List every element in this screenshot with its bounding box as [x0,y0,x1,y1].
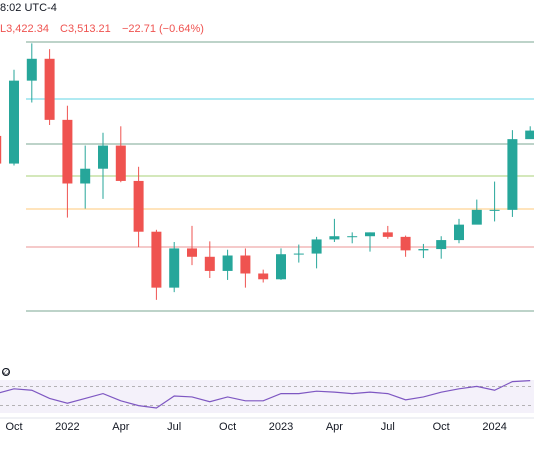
header-low: L3,422.34 [0,23,49,35]
candle-body [133,180,144,232]
candle-body [115,145,126,181]
candle-body [62,119,73,184]
candle-body [276,254,286,280]
candle-body [98,145,108,169]
candle-body [187,248,197,257]
rsi-icon-ring [2,368,10,376]
candle-body [44,58,55,120]
header-change: −22.71 (−0.64%) [122,23,204,35]
candle-body [222,255,233,271]
x-tick-label: 2022 [55,421,79,433]
rsi-band [0,380,534,413]
candle-body [9,80,19,164]
rsi-symbol: ∅ [2,366,10,376]
x-tick-label: Apr [112,421,129,433]
candle-body [382,232,393,237]
candle-body [240,255,251,274]
candle-body [471,209,482,225]
x-tick-label: Apr [326,421,343,433]
candle-body [293,253,304,255]
candle-body [400,236,411,251]
candle-body [454,224,464,241]
candle-body [525,130,534,140]
candle-body [507,139,518,210]
x-tick-label: Jul [167,421,181,433]
candle-body [80,168,91,184]
candle-body [347,236,358,238]
candle-body [329,236,340,240]
candle-body [26,58,37,81]
candle-body [365,232,375,237]
x-tick-label: Jul [381,421,395,433]
candle-body [436,240,447,250]
candle-body [311,239,322,254]
candle-body [258,273,269,280]
candle-body [151,231,162,288]
candle-body [418,249,429,251]
header-time: 8:02 UTC-4 [0,2,57,14]
rsi-line [0,380,531,409]
x-tick-label: 2023 [269,421,293,433]
candle-body [169,248,180,288]
candle-body [204,256,215,271]
x-tick-label: Oct [5,421,22,433]
x-tick-label: Oct [433,421,450,433]
x-tick-label: Oct [219,421,236,433]
header-close: C3,513.21 [60,23,111,35]
candle-body [489,209,500,211]
candle-body [0,135,2,164]
x-tick-label: 2024 [482,421,506,433]
